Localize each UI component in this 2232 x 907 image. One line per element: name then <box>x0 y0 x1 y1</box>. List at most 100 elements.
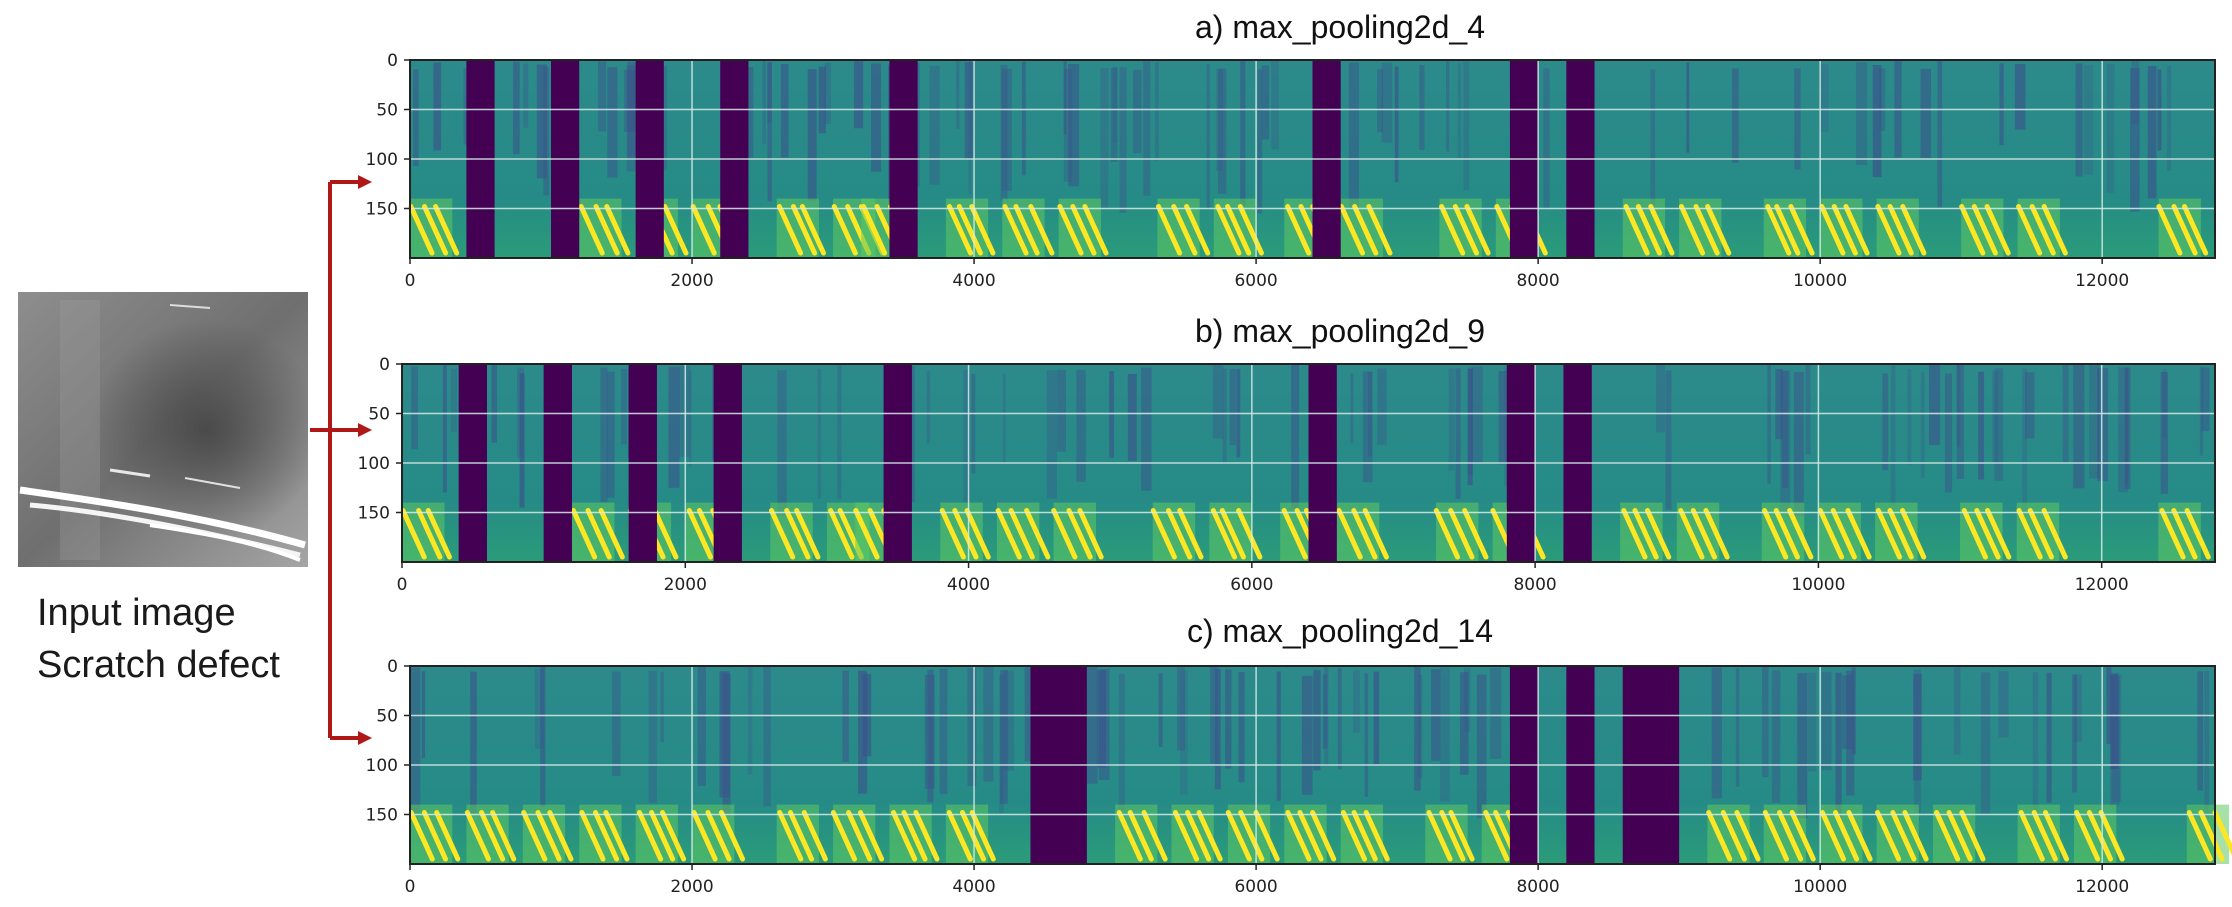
activation-streak <box>1362 508 1389 560</box>
activation-cluster <box>1622 198 1675 258</box>
blue-streak <box>2032 672 2039 810</box>
activation-streak <box>2041 508 2068 560</box>
activation-streak <box>913 810 940 862</box>
arrowhead-b <box>358 423 372 437</box>
blue-streak <box>1291 364 1300 509</box>
blue-streak <box>1446 60 1450 152</box>
arrowhead-a <box>358 175 372 189</box>
activation-cluster <box>635 804 687 864</box>
x-tick-label: 10000 <box>1791 575 1845 595</box>
blue-streak <box>519 373 525 508</box>
y-tick-label: 150 <box>366 200 398 220</box>
activation-streak <box>1155 204 1183 256</box>
blue-streak <box>1794 68 1801 170</box>
input-caption-line1: Input image <box>37 592 236 634</box>
blue-streak <box>621 368 628 445</box>
activation-streak <box>1817 508 1845 560</box>
activation-cluster <box>1225 804 1280 864</box>
activation-cluster <box>1678 198 1732 258</box>
blue-streak <box>411 366 418 450</box>
activation-streak <box>1363 810 1390 862</box>
blue-streak <box>722 673 731 817</box>
blue-streak <box>1240 60 1246 207</box>
blue-streak <box>1440 667 1450 802</box>
blue-streak <box>543 66 550 196</box>
activation-streak <box>421 810 449 862</box>
y-tick-label: 50 <box>368 405 390 425</box>
activation-streak <box>1875 508 1903 560</box>
blue-streak <box>1907 369 1912 465</box>
blue-streak <box>2073 674 2082 742</box>
activation-streak <box>1902 810 1929 862</box>
activation-cluster <box>464 804 517 864</box>
activation-streak <box>1462 508 1489 560</box>
activation-streak <box>790 204 818 256</box>
activation-streak <box>1720 810 1747 862</box>
blue-streak <box>1100 68 1109 209</box>
activation-cluster <box>408 198 460 258</box>
blue-streak <box>767 61 772 202</box>
blue-streak <box>2075 63 2083 177</box>
blue-streak <box>2014 63 2026 130</box>
activation-streak <box>659 810 687 862</box>
x-tick-label: 0 <box>405 271 416 291</box>
activation-streak <box>1366 204 1393 256</box>
blue-streak <box>2106 667 2112 745</box>
activation-streak <box>2182 204 2209 256</box>
activation-streak <box>1196 810 1223 862</box>
blue-streak <box>661 66 668 171</box>
blue-streak <box>1132 69 1142 154</box>
activation-cluster <box>830 804 885 864</box>
connector-arrows <box>310 175 372 745</box>
activation-streak <box>1762 508 1789 560</box>
blue-streak <box>1944 373 1953 493</box>
blue-streak <box>1068 64 1080 187</box>
x-tick-label: 4000 <box>952 877 995 897</box>
activation-streak <box>691 810 718 862</box>
blue-streak <box>1455 368 1461 499</box>
blue-streak <box>2110 673 2119 770</box>
blue-streak <box>747 667 753 775</box>
x-tick-label: 4000 <box>947 575 990 595</box>
activation-cluster <box>1762 804 1816 864</box>
activation-streak <box>1831 204 1858 256</box>
activation-streak <box>652 508 679 560</box>
activation-streak <box>433 204 460 256</box>
activation-streak <box>1013 204 1040 256</box>
blue-streak <box>837 365 842 499</box>
activation-streak <box>1297 810 1324 862</box>
activation-streak <box>1351 508 1378 560</box>
activation-streak <box>1961 508 1988 560</box>
blue-streak <box>1882 373 1889 471</box>
blue-streak <box>1476 674 1487 819</box>
activation-streak <box>1057 204 1084 256</box>
blue-streak <box>1463 60 1470 191</box>
blue-streak <box>1920 68 1931 158</box>
blue-streak <box>470 671 477 814</box>
blue-streak <box>842 670 849 762</box>
activation-streak <box>2212 810 2232 856</box>
activation-streak <box>579 810 606 862</box>
blue-streak <box>1846 670 1855 796</box>
activation-streak <box>1705 204 1732 256</box>
activation-streak <box>1774 204 1801 256</box>
activation-streak <box>1051 508 1078 560</box>
blue-streak <box>939 668 948 795</box>
x-tick-label: 6000 <box>1234 271 1277 291</box>
blue-streak <box>1797 673 1808 819</box>
blue-streak <box>1353 670 1360 733</box>
blue-streak <box>1913 673 1922 781</box>
activation-streak <box>2016 204 2043 256</box>
input-image <box>18 292 308 567</box>
activation-cluster <box>1874 804 1929 864</box>
activation-streak <box>1890 810 1917 862</box>
blue-streak <box>433 62 442 151</box>
activation-streak <box>603 810 630 862</box>
blue-streak <box>1459 672 1469 775</box>
activation-streak <box>662 204 689 256</box>
activation-cluster <box>1620 502 1672 562</box>
activation-streak <box>464 810 491 862</box>
blue-streak <box>2130 67 2140 212</box>
blue-streak <box>1076 369 1086 482</box>
activation-streak <box>598 508 625 560</box>
